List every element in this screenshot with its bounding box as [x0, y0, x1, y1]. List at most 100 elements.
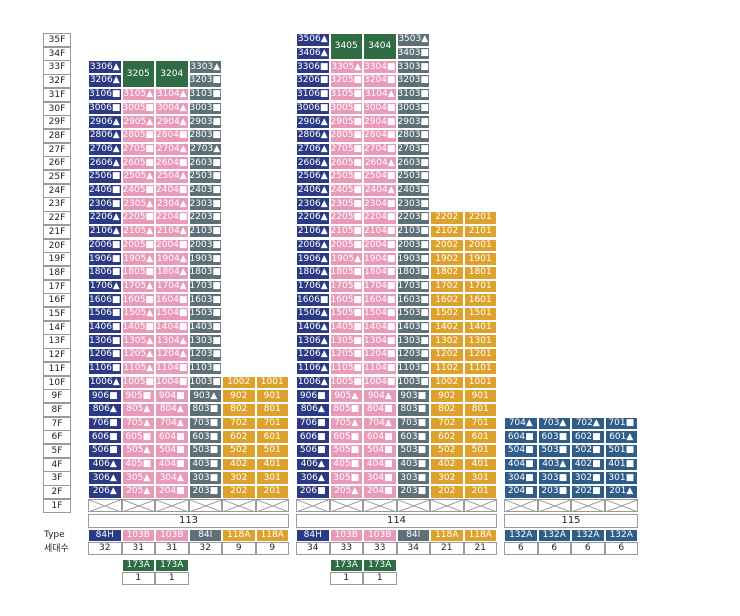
unit-cell: 3106■ [296, 87, 330, 102]
unit-cell: 1005■ [121, 375, 155, 390]
unit-cell: 204■ [504, 485, 538, 499]
unit-cell: 305■ [329, 471, 363, 486]
cross-line [156, 499, 188, 512]
unit-cell: 906■ [88, 389, 122, 403]
unit-cell: 1201 [463, 348, 497, 362]
floor-label: 13F [43, 334, 71, 349]
unit-cell: 906■ [296, 389, 330, 403]
pilotis-cross-icon [297, 499, 329, 512]
type-cell: 103B [121, 528, 155, 542]
unit-cell: 1104■ [363, 361, 397, 376]
sub-type-cell: 173A [155, 558, 189, 572]
unit-cell: 3104▲ [363, 87, 397, 102]
unit-cell: 2804■ [155, 128, 189, 143]
unit-cell: 1601 [463, 293, 497, 307]
unit-cell: 405■ [121, 457, 155, 472]
unit-cell: 801 [463, 402, 497, 417]
unit-cell: 2705■ [329, 142, 363, 157]
pilotis-cell [88, 498, 122, 513]
unit-cell: 2904■ [363, 115, 397, 129]
cross-line [297, 499, 329, 512]
unit-cell: 1304■ [363, 334, 397, 349]
unit-cell: 1901 [463, 252, 497, 266]
unit-cell: 804▲ [155, 402, 189, 417]
unit-cell: 2205■ [121, 211, 155, 225]
pilotis-cross-icon [330, 499, 362, 512]
unit-cell: 1404■ [363, 320, 397, 335]
unit-cell: 3303■ [396, 60, 430, 75]
unit-cell: 1505■ [329, 307, 363, 321]
type-cell: 132A [604, 528, 638, 542]
unit-cell: 1206■ [88, 348, 122, 362]
unit-cell: 1006▲ [88, 375, 122, 390]
unit-cell: 3206▲ [88, 74, 122, 88]
unit-cell: 203■ [396, 485, 430, 499]
unit-cell: 1503■ [188, 307, 222, 321]
unit-cell: 2205■ [329, 211, 363, 225]
unit-cell: 2905■ [329, 115, 363, 129]
unit-cell: 2305▲ [121, 197, 155, 212]
unit-cell: 1505▲ [121, 307, 155, 321]
unit-cell: 503■ [396, 444, 430, 458]
pilotis-cross-icon [538, 499, 570, 512]
unit-cell: 206■ [296, 485, 330, 499]
unit-cell: 1105■ [329, 361, 363, 376]
unit-cell: 201▲ [604, 485, 638, 499]
unit-cell: 1602 [430, 293, 464, 307]
unit-cell: 306▲ [88, 471, 122, 486]
pilotis-cross-icon [397, 499, 429, 512]
unit-cell: 405■ [329, 457, 363, 472]
unit-cell: 2105▲ [121, 224, 155, 239]
unit-cell: 2805■ [121, 128, 155, 143]
unit-cell: 306▲ [296, 471, 330, 486]
unit-cell: 806▲ [296, 402, 330, 417]
unit-cell: 2603■ [188, 156, 222, 170]
unit-cell: 406▲ [296, 457, 330, 472]
unit-cell: 605■ [329, 430, 363, 444]
unit-cell: 3104▲ [155, 87, 189, 102]
sub-type-cell: 173A [121, 558, 155, 572]
floor-label: 1F [43, 498, 71, 513]
cross-line [223, 499, 255, 512]
unit-cell: 705▲ [121, 416, 155, 431]
household-count: 33 [329, 541, 363, 555]
type-cell: 84I [396, 528, 430, 542]
unit-cell: 602 [222, 430, 256, 444]
unit-cell: 1606■ [88, 293, 122, 307]
type-cell: 132A [571, 528, 605, 542]
unit-cell: 3306▲ [88, 60, 122, 75]
type-cell: 103B [363, 528, 397, 542]
unit-cell: 3305▲ [329, 60, 363, 75]
unit-cell: 706■ [88, 416, 122, 431]
unit-cell: 2504▲ [155, 170, 189, 184]
unit-cell: 1606■ [296, 293, 330, 307]
unit-cell: 506■ [88, 444, 122, 458]
unit-cell: 1604■ [155, 293, 189, 307]
unit-cell: 1503■ [396, 307, 430, 321]
unit-cell: 903▲ [188, 389, 222, 403]
pilotis-cross-icon [189, 499, 221, 512]
pilotis-cross-icon [122, 499, 154, 512]
unit-cell: 2803■ [396, 128, 430, 143]
unit-cell: 1903■ [188, 252, 222, 266]
unit-cell: 1405■ [329, 320, 363, 335]
unit-cell: 3405 [329, 33, 363, 61]
unit-cell: 703■ [396, 416, 430, 431]
unit-cell: 1204■ [363, 348, 397, 362]
unit-cell: 604■ [155, 430, 189, 444]
unit-cell: 401 [255, 457, 289, 472]
household-count: 34 [396, 541, 430, 555]
unit-cell: 403■ [188, 457, 222, 472]
unit-cell: 503■ [537, 444, 571, 458]
unit-cell: 2504■ [363, 170, 397, 184]
unit-cell: 2905▲ [121, 115, 155, 129]
unit-cell: 1804▲ [155, 265, 189, 280]
unit-cell: 1405■ [121, 320, 155, 335]
unit-cell: 1202 [430, 348, 464, 362]
unit-cell: 3304■ [363, 60, 397, 75]
unit-cell: 2105■ [329, 224, 363, 239]
unit-cell: 1002 [222, 375, 256, 390]
sub-household-count: 1 [155, 571, 189, 585]
floor-label: 7F [43, 416, 71, 431]
unit-cell: 2306■ [88, 197, 122, 212]
